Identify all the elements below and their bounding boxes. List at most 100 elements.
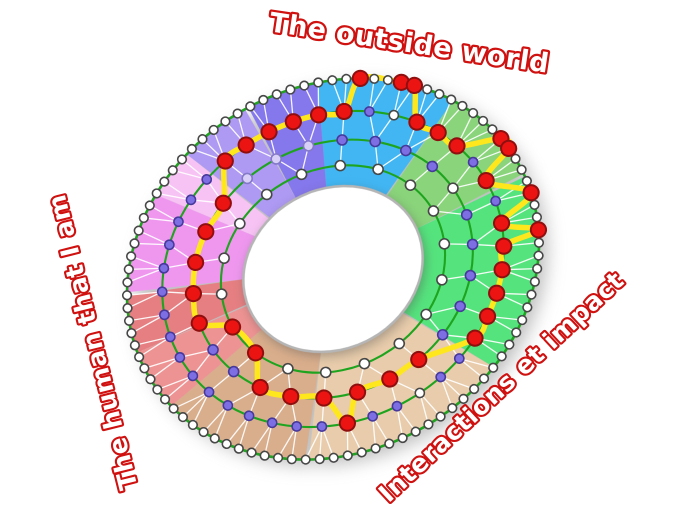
selected-node[interactable] <box>250 377 271 398</box>
selected-node[interactable] <box>308 104 329 125</box>
selected-node[interactable] <box>428 122 449 143</box>
sector-pink-pale[interactable] <box>146 135 273 270</box>
selected-node[interactable] <box>477 306 498 327</box>
selected-node[interactable] <box>404 75 425 96</box>
wheel-node[interactable] <box>319 366 333 380</box>
selected-node[interactable] <box>280 386 301 407</box>
wheel-node[interactable] <box>145 373 157 385</box>
wheel-node[interactable] <box>163 238 176 251</box>
wheel-node[interactable] <box>335 133 349 147</box>
wheel-node[interactable] <box>392 337 406 351</box>
wheel-node[interactable] <box>467 156 480 169</box>
wheel-node[interactable] <box>436 328 450 342</box>
wheel-node[interactable] <box>159 393 171 405</box>
wheel-node[interactable] <box>271 88 283 100</box>
wheel-node[interactable] <box>458 393 470 405</box>
selected-node[interactable] <box>215 151 236 172</box>
wheel-node[interactable] <box>510 327 522 339</box>
wheel-node[interactable] <box>340 73 352 85</box>
wheel-node[interactable] <box>197 133 209 145</box>
wheel-node[interactable] <box>281 362 295 376</box>
wheel-node[interactable] <box>122 276 134 288</box>
selected-node[interactable] <box>314 388 335 409</box>
wheel-node[interactable] <box>464 269 478 283</box>
wheel-node[interactable] <box>286 453 298 465</box>
wheel-node[interactable] <box>209 433 221 445</box>
wheel-node[interactable] <box>531 211 543 223</box>
wheel-node[interactable] <box>423 419 435 431</box>
wheel-node[interactable] <box>300 454 312 466</box>
wheel-node[interactable] <box>421 83 433 95</box>
wheel-node[interactable] <box>446 402 458 414</box>
wheel-node[interactable] <box>326 74 338 86</box>
wheel-node[interactable] <box>208 124 220 136</box>
wheel-node[interactable] <box>139 362 151 374</box>
selected-node[interactable] <box>213 193 234 214</box>
wheel-node[interactable] <box>272 452 284 464</box>
wheel-node[interactable] <box>438 237 452 251</box>
selected-node[interactable] <box>521 182 542 203</box>
wheel-node[interactable] <box>257 94 269 106</box>
wheel-node[interactable] <box>298 80 310 92</box>
wheel-node[interactable] <box>126 327 138 339</box>
wheel-node[interactable] <box>187 370 200 383</box>
wheel-node[interactable] <box>285 84 297 96</box>
selected-node[interactable] <box>350 68 371 89</box>
wheel-node[interactable] <box>503 339 515 351</box>
wheel-node[interactable] <box>533 237 545 249</box>
wheel-node[interactable] <box>314 453 326 465</box>
wheel-node[interactable] <box>185 194 198 207</box>
selected-node[interactable] <box>408 349 429 370</box>
selected-node[interactable] <box>379 369 400 390</box>
wheel-node[interactable] <box>221 438 233 450</box>
wheel-node[interactable] <box>176 154 188 166</box>
wheel-node[interactable] <box>222 399 235 412</box>
selected-node[interactable] <box>486 283 507 304</box>
wheel-node[interactable] <box>260 188 274 202</box>
wheel-node[interactable] <box>414 387 427 400</box>
selected-node[interactable] <box>465 328 486 349</box>
wheel-node[interactable] <box>366 410 379 423</box>
wheel-node[interactable] <box>516 164 528 176</box>
selected-node[interactable] <box>407 112 428 133</box>
wheel-node[interactable] <box>383 438 395 450</box>
wheel-node[interactable] <box>516 314 528 326</box>
wheel-node[interactable] <box>215 287 229 301</box>
wheel-node[interactable] <box>233 217 247 231</box>
selected-node[interactable] <box>183 283 204 304</box>
wheel-node[interactable] <box>316 420 329 433</box>
selected-node[interactable] <box>528 219 549 240</box>
wheel-node[interactable] <box>370 443 382 455</box>
wheel-node[interactable] <box>158 176 170 188</box>
wheel-node[interactable] <box>521 302 533 314</box>
wheel-node[interactable] <box>371 162 385 176</box>
wheel-node[interactable] <box>467 107 479 119</box>
wheel-node[interactable] <box>342 450 354 462</box>
wheel-node[interactable] <box>445 94 457 106</box>
wheel-node[interactable] <box>496 350 508 362</box>
wheel-node[interactable] <box>129 339 141 351</box>
wheel-node[interactable] <box>158 309 171 322</box>
wheel-node[interactable] <box>368 73 380 85</box>
wheel-node[interactable] <box>233 443 245 455</box>
wheel-node[interactable] <box>290 420 303 433</box>
wheel-node[interactable] <box>177 411 189 423</box>
wheel-node[interactable] <box>382 74 394 86</box>
wheel-node[interactable] <box>138 212 150 224</box>
wheel-node[interactable] <box>246 447 258 459</box>
wheel-node[interactable] <box>133 225 145 237</box>
wheel-node[interactable] <box>151 188 163 200</box>
wheel-node[interactable] <box>453 352 466 365</box>
wheel-node[interactable] <box>478 373 490 385</box>
wheel-node[interactable] <box>186 143 198 155</box>
selected-node[interactable] <box>195 221 216 242</box>
wheel-node[interactable] <box>363 105 376 118</box>
selected-node[interactable] <box>347 382 368 403</box>
wheel-node[interactable] <box>217 251 231 265</box>
wheel-node[interactable] <box>526 289 538 301</box>
wheel-node[interactable] <box>333 159 347 173</box>
wheel-node[interactable] <box>220 116 232 128</box>
wheel-node[interactable] <box>446 181 460 195</box>
wheel-node[interactable] <box>466 238 480 252</box>
wheel-node[interactable] <box>529 276 541 288</box>
